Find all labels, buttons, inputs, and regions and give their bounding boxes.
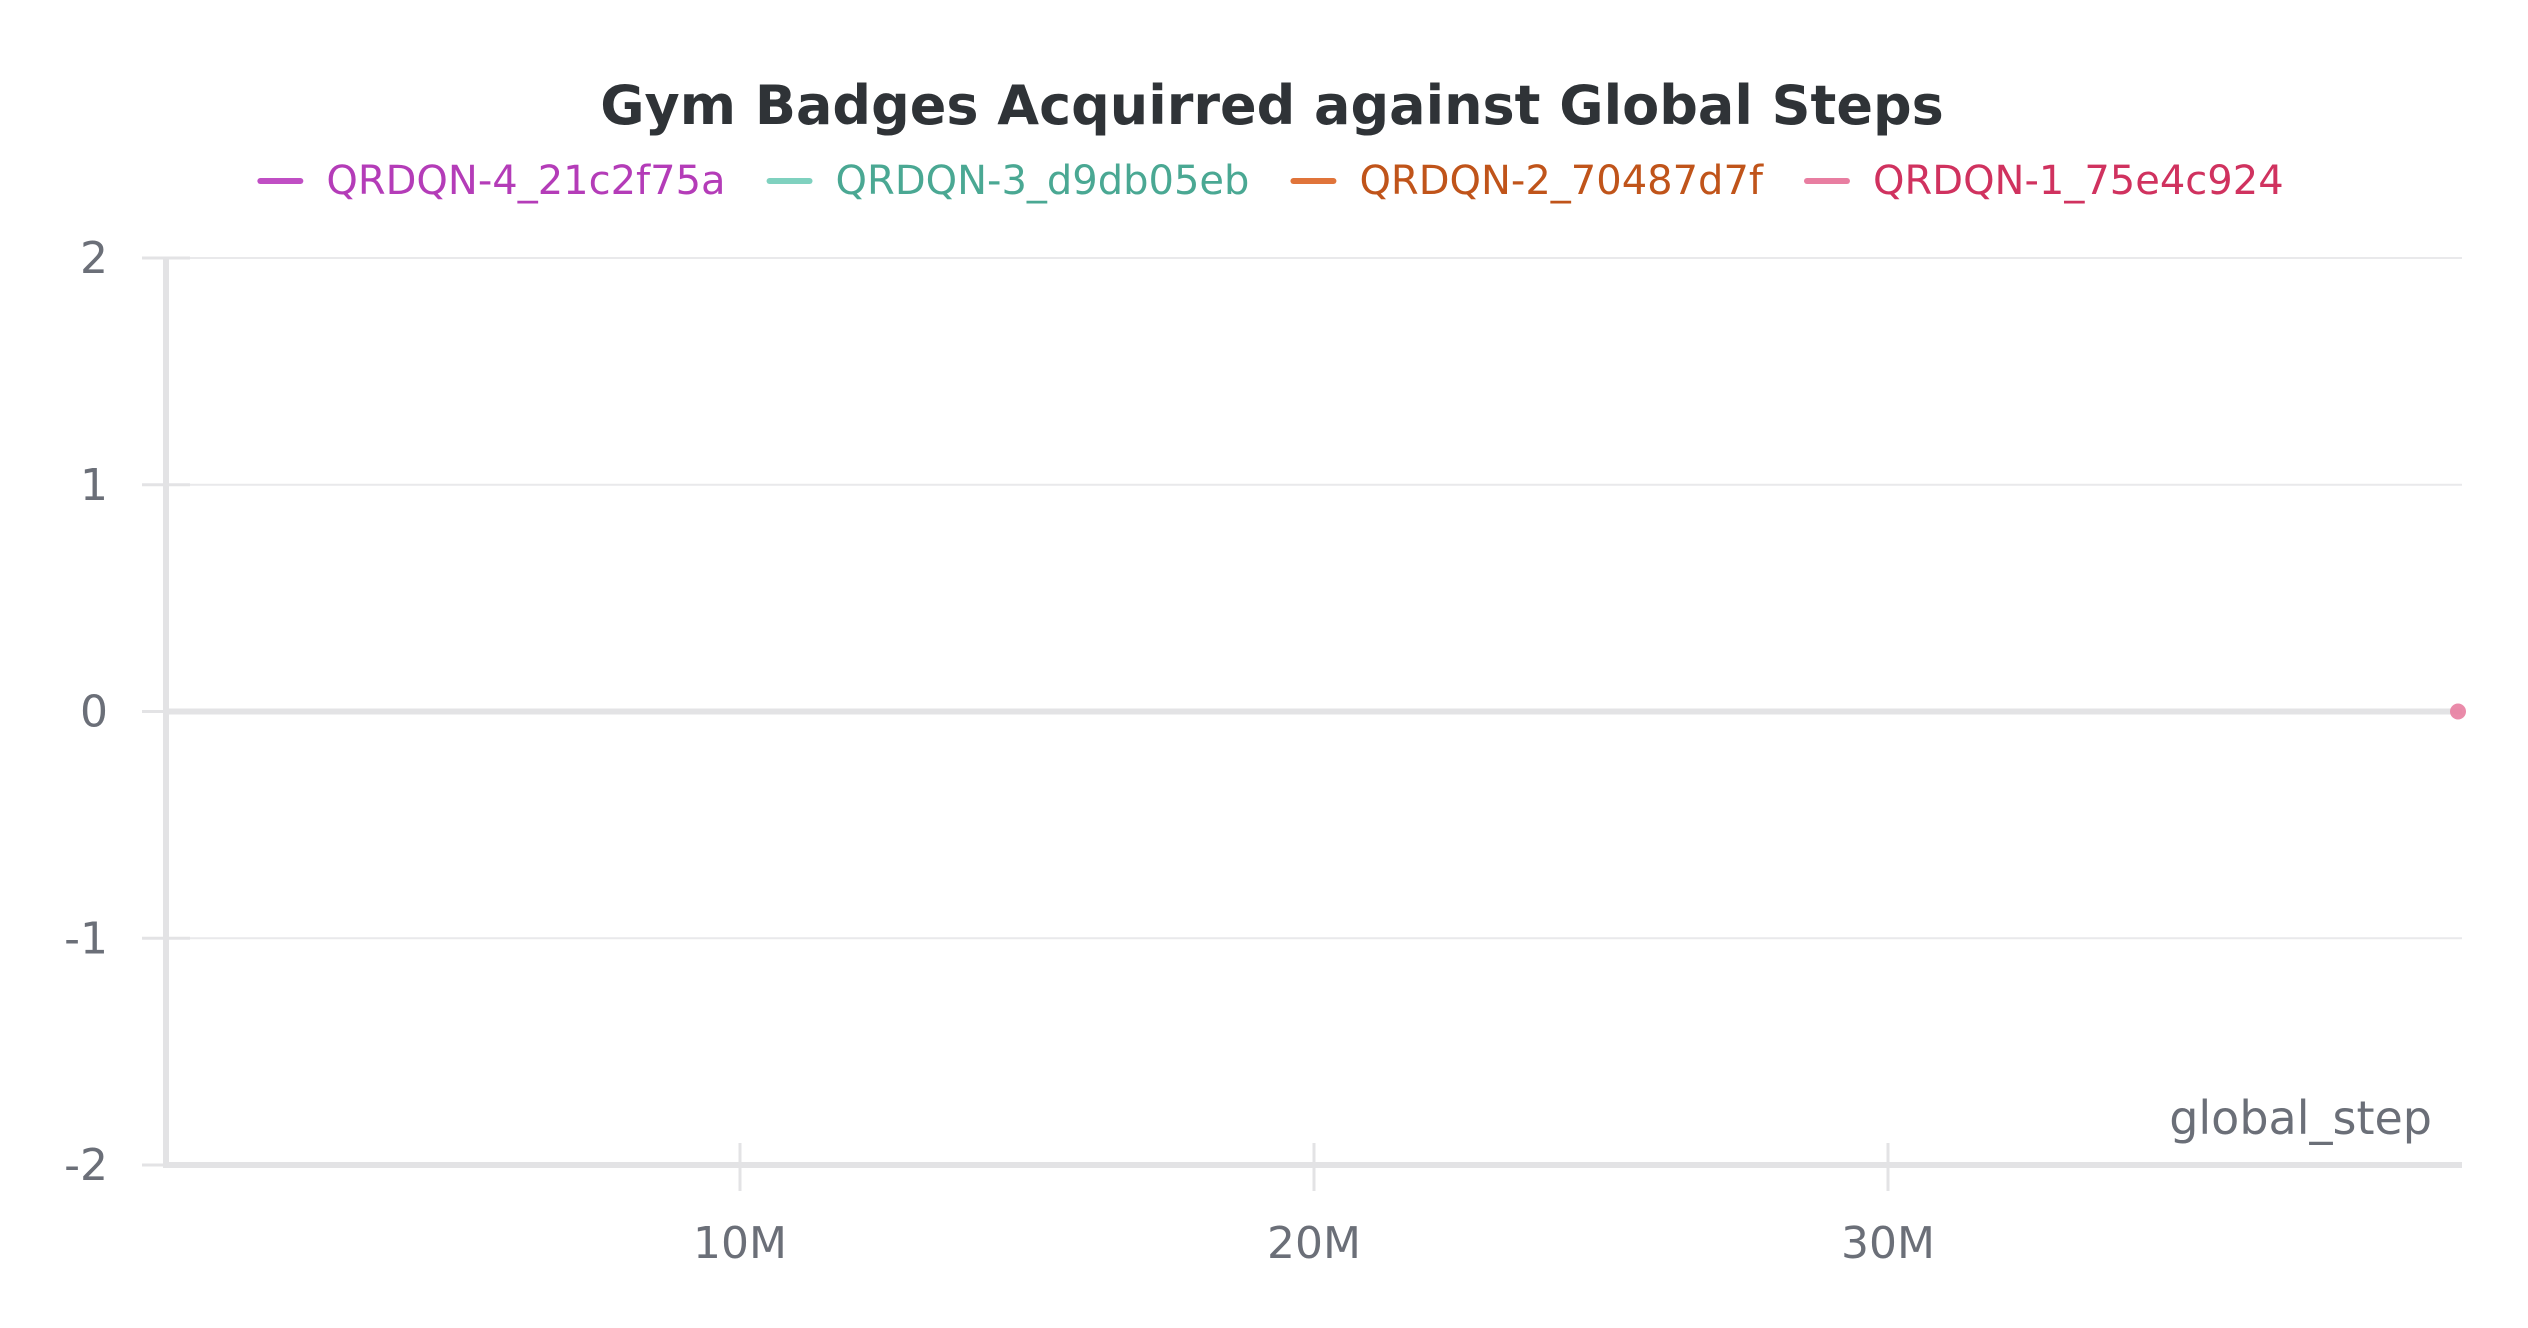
legend-item: QRDQN-3_d9db05eb: [766, 158, 1250, 204]
grid-lines: [166, 257, 2462, 940]
legend-item: QRDQN-2_70487d7f: [1290, 158, 1764, 204]
x-tick-label: 30M: [1841, 1218, 1935, 1269]
y-tick-label: 2: [80, 233, 108, 284]
series-lines: [2450, 703, 2466, 720]
x-axis-label: global_step: [2169, 1091, 2432, 1145]
y-tick-label: -1: [64, 913, 108, 964]
legend-label: QRDQN-2_70487d7f: [1359, 158, 1763, 204]
x-axis-ticks: 10M 20M 30M: [693, 1143, 1935, 1269]
legend-item: QRDQN-1_75e4c924: [1803, 158, 2284, 204]
legend-label: QRDQN-3_d9db05eb: [836, 158, 1250, 204]
y-tick-label: -2: [64, 1140, 108, 1191]
legend-label: QRDQN-4_21c2f75a: [326, 158, 725, 204]
y-tick-label: 0: [80, 687, 108, 738]
series-end-point: [2450, 703, 2466, 720]
y-axis-ticks: 2 1 0 -1 -2: [64, 233, 190, 1191]
legend-label: QRDQN-1_75e4c924: [1873, 158, 2284, 204]
x-tick-label: 10M: [693, 1218, 787, 1269]
legend: QRDQN-4_21c2f75a QRDQN-3_d9db05eb QRDQN-2_…: [257, 158, 2284, 204]
x-tick-label: 20M: [1267, 1218, 1361, 1269]
legend-item: QRDQN-4_21c2f75a: [257, 158, 726, 204]
y-tick-label: 1: [80, 460, 108, 511]
chart-title: Gym Badges Acquirred against Global Step…: [600, 74, 1944, 137]
